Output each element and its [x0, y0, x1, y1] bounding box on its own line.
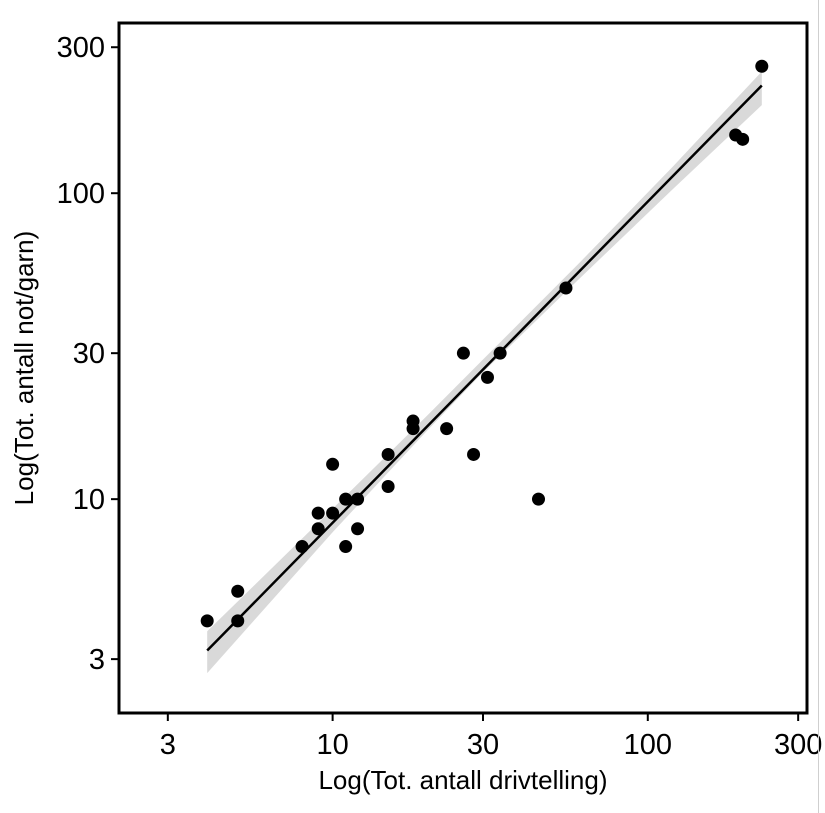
data-point: [311, 522, 325, 536]
data-point: [351, 522, 365, 536]
data-point: [381, 479, 395, 493]
confidence-band-layer: [207, 71, 762, 674]
data-point: [200, 614, 214, 628]
data-point: [326, 506, 340, 520]
y-tick-label: 3: [89, 644, 105, 676]
data-point: [311, 506, 325, 520]
data-point: [295, 540, 309, 554]
data-point: [755, 59, 769, 73]
plot-frame: [117, 21, 809, 715]
data-point: [531, 492, 545, 506]
y-tick-label: 10: [73, 484, 105, 516]
data-point: [351, 492, 365, 506]
panel-edge-divider: [818, 0, 819, 813]
x-tick-label: 30: [467, 729, 499, 761]
y-axis-ticks: 3 10 30 100 300: [57, 32, 119, 676]
y-tick-label: 300: [57, 32, 105, 64]
data-point: [339, 540, 353, 554]
x-tick-label: 300: [774, 729, 822, 761]
points-layer: [200, 59, 769, 628]
data-point: [339, 492, 353, 506]
fit-line-layer: [206, 84, 763, 652]
x-tick-label: 100: [624, 729, 672, 761]
data-point: [559, 281, 573, 295]
y-tick-label: 30: [73, 338, 105, 370]
data-point: [440, 422, 454, 436]
x-tick-label: 3: [160, 729, 176, 761]
y-axis-title: Log(Tot. antall not/garn): [9, 231, 39, 506]
data-point: [231, 614, 245, 628]
regression-line: [206, 84, 763, 652]
data-point: [467, 447, 481, 461]
data-point: [326, 457, 340, 471]
x-tick-label: 10: [316, 729, 348, 761]
data-point: [231, 584, 245, 598]
data-point: [480, 370, 494, 384]
data-point: [456, 346, 470, 360]
y-tick-label: 100: [57, 178, 105, 210]
data-point: [406, 422, 420, 436]
data-point: [493, 346, 507, 360]
confidence-band: [207, 71, 762, 674]
x-axis-title: Log(Tot. antall drivtelling): [318, 765, 607, 795]
data-point: [381, 447, 395, 461]
x-axis-ticks: 3 10 30 100 300: [160, 713, 822, 761]
data-point: [736, 132, 750, 146]
